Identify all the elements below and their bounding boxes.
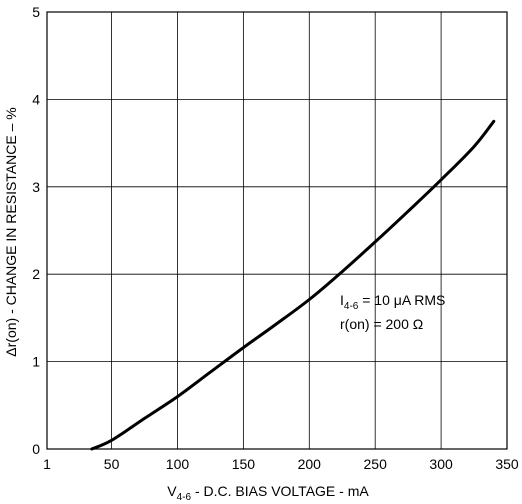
y-tick-label: 5 (32, 4, 40, 20)
x-tick-label: 1 (43, 456, 51, 472)
x-tick-label: 200 (298, 456, 322, 472)
annotation-line-1: I4-6 = 10 μA RMS (340, 292, 445, 312)
y-axis-label: Δr(on) - CHANGE IN RESISTANCE – % (3, 107, 19, 356)
y-tick-labels: 0 1 2 3 4 5 (32, 4, 40, 457)
y-tick-label: 4 (32, 91, 40, 107)
y-tick-label: 3 (32, 179, 40, 195)
grid (47, 12, 507, 449)
y-tick-label: 2 (32, 266, 40, 282)
series-line (90, 119, 496, 451)
x-axis-label: V4-6 - D.C. BIAS VOLTAGE - mA (167, 483, 369, 503)
annotation-line-2: r(on) = 200 Ω (340, 316, 423, 332)
x-tick-labels: 1 50 100 150 200 250 300 350 (43, 456, 519, 472)
plot-frame (46, 11, 508, 450)
y-tick-label: 1 (32, 354, 40, 370)
x-tick-label: 250 (364, 456, 388, 472)
x-tick-label: 100 (166, 456, 190, 472)
x-tick-label: 300 (429, 456, 453, 472)
x-tick-label: 50 (104, 456, 120, 472)
x-tick-label: 150 (232, 456, 256, 472)
x-tick-label: 350 (495, 456, 519, 472)
y-tick-label: 0 (32, 441, 40, 457)
